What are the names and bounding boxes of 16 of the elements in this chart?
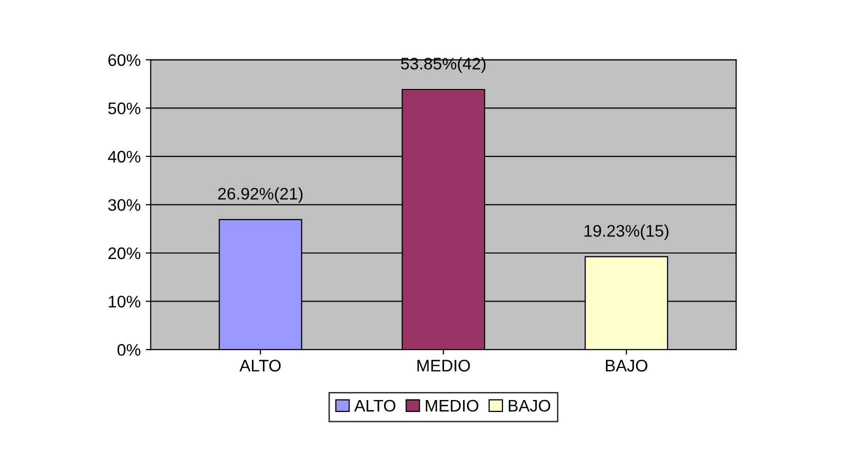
y-tick-label: 40% bbox=[108, 150, 140, 163]
y-tick-label: 60% bbox=[108, 54, 140, 66]
legend-label: MEDIO bbox=[426, 400, 478, 412]
y-tick-label: 20% bbox=[108, 247, 140, 260]
x-tick-label: MEDIO bbox=[417, 360, 470, 372]
y-tick-label: 50% bbox=[108, 102, 140, 114]
legend-label: ALTO bbox=[354, 400, 396, 412]
legend-label: BAJO bbox=[508, 400, 550, 412]
x-tick-label: ALTO bbox=[239, 360, 281, 372]
data-label: 26.92%(21) bbox=[218, 187, 303, 203]
y-tick-label: 0% bbox=[118, 344, 140, 356]
data-label: 19.23%(15) bbox=[584, 224, 668, 240]
y-tick-label: 30% bbox=[108, 199, 140, 211]
y-tick-label: 10% bbox=[108, 296, 140, 308]
x-tick-label: BAJO bbox=[606, 360, 648, 372]
data-label: 53.85%(42) bbox=[401, 57, 486, 73]
